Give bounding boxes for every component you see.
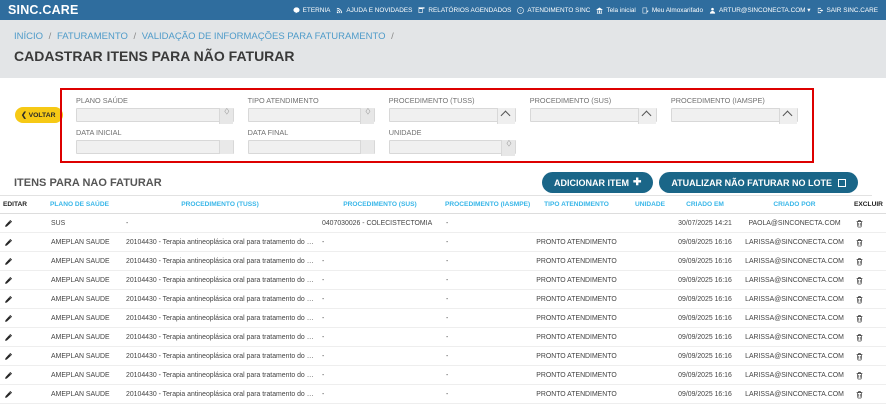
svg-text:?: ?	[520, 9, 522, 13]
